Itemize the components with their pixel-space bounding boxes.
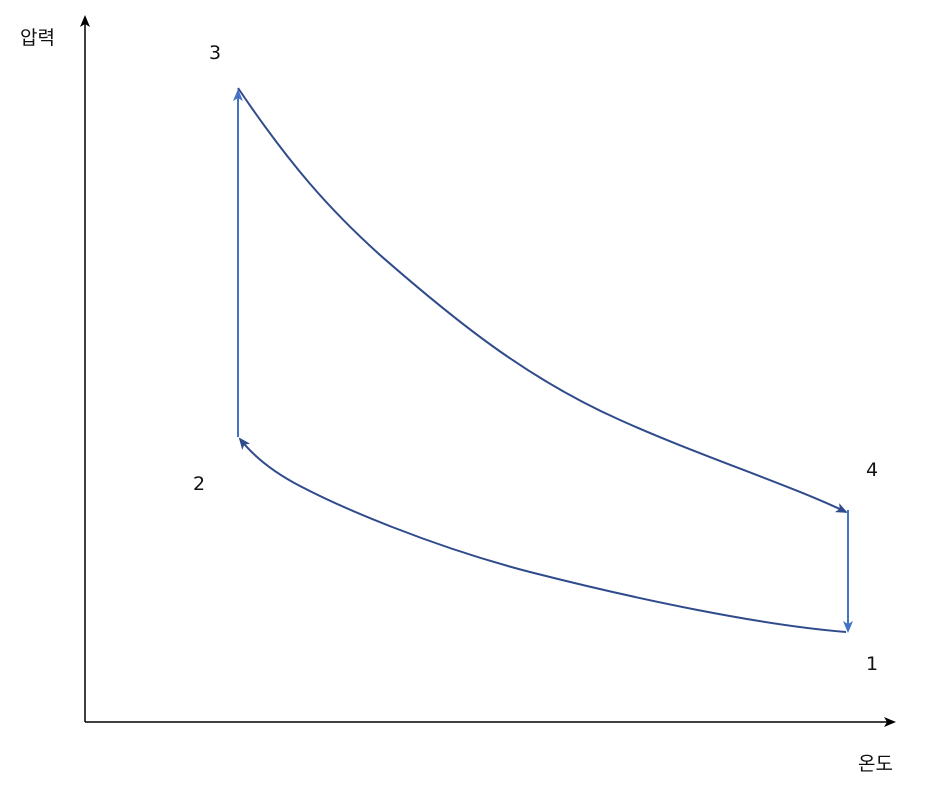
point-3-label: 3 <box>209 42 222 64</box>
y-axis-label: 압력 <box>20 27 55 49</box>
point-2-label: 2 <box>193 473 206 495</box>
curve-3-to-4 <box>237 87 848 513</box>
point-4-label: 4 <box>866 459 879 481</box>
curve-1-to-2 <box>238 437 847 633</box>
point-1-label: 1 <box>866 653 879 675</box>
x-axis-label: 온도 <box>858 753 893 775</box>
